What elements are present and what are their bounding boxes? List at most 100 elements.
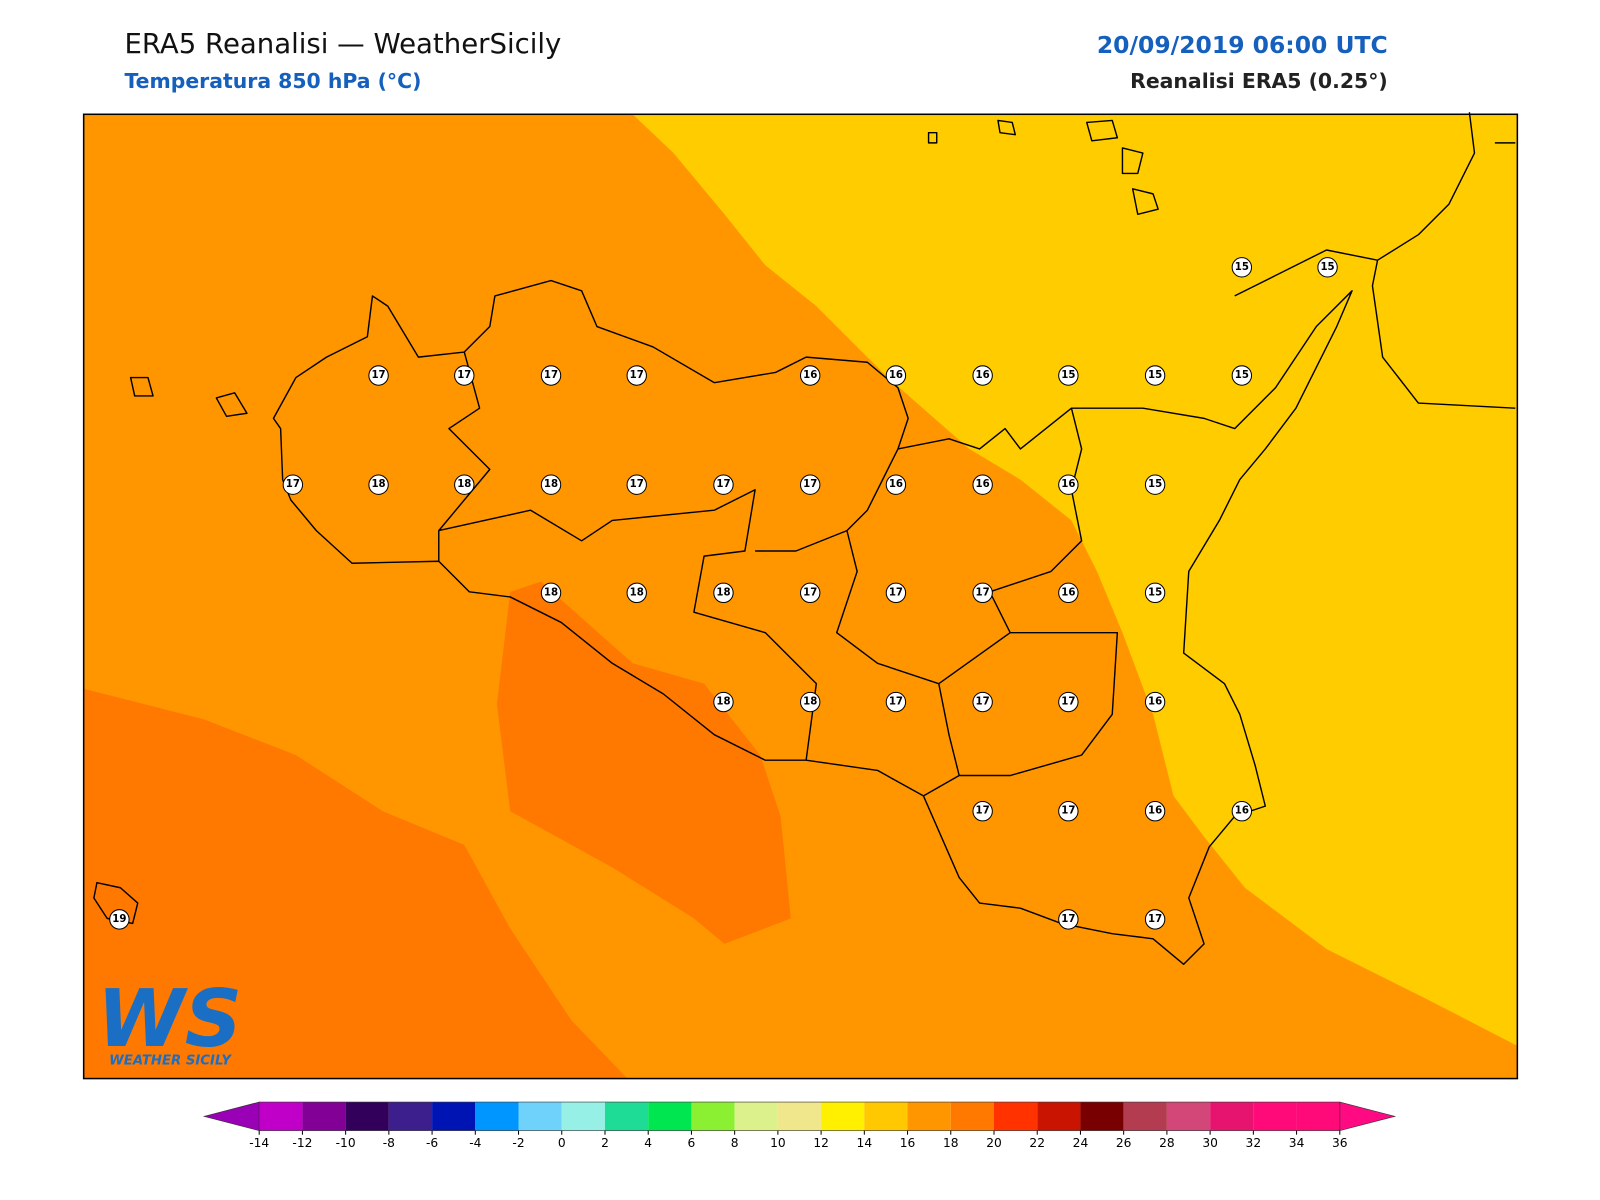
- station-marker: [1144, 365, 1166, 386]
- station: 15: [1144, 365, 1166, 386]
- station-value: 16: [803, 370, 817, 381]
- colorbar-tick-label: 32: [1246, 1136, 1262, 1150]
- station-marker: [1231, 365, 1253, 386]
- colorbar-swatch: [259, 1102, 303, 1131]
- station: 18: [454, 474, 475, 495]
- colorbar-swatch: [604, 1102, 649, 1131]
- logo: WS WEATHER SICILY: [97, 972, 242, 1068]
- station-value: 16: [976, 479, 990, 490]
- calabria-coast: [1234, 112, 1516, 409]
- station-marker: [800, 691, 821, 713]
- station-marker: [972, 365, 993, 386]
- title: ERA5 Reanalisi — WeatherSicily: [124, 28, 561, 60]
- station: 17: [1058, 801, 1079, 822]
- station-marker: [800, 474, 821, 495]
- station: 17: [626, 365, 647, 386]
- station-value: 17: [803, 479, 817, 490]
- colorbar-swatch: [561, 1102, 605, 1131]
- colorbar-tick-label: 24: [1073, 1136, 1089, 1150]
- station-marker: [1058, 582, 1079, 604]
- field-18-20: [496, 581, 791, 944]
- station-value: 19: [112, 914, 126, 925]
- station: 17: [800, 474, 821, 495]
- colorbar-tick-label: 8: [731, 1136, 739, 1150]
- colorbar-tick-label: 18: [943, 1136, 959, 1150]
- colorbar-swatch: [1296, 1102, 1340, 1131]
- colorbar-tick-label: 14: [857, 1136, 873, 1150]
- station-value: 17: [889, 587, 903, 598]
- station: 17: [800, 582, 821, 604]
- colorbar-under: [202, 1101, 260, 1132]
- colorbar-tick-label: 20: [986, 1136, 1002, 1150]
- station-marker: [540, 365, 562, 386]
- station-marker: [1231, 801, 1253, 822]
- station-value: 18: [544, 587, 558, 598]
- station: 17: [454, 365, 475, 386]
- station-marker: [972, 474, 993, 495]
- station: 18: [713, 691, 734, 713]
- station-value: 17: [1061, 697, 1075, 708]
- station-value: 17: [630, 370, 644, 381]
- station-marker: [1144, 909, 1166, 930]
- station-value: 17: [1148, 914, 1162, 925]
- station: 17: [972, 691, 993, 713]
- station: 18: [368, 474, 389, 495]
- station: 17: [626, 474, 647, 495]
- station-marker: [1058, 474, 1079, 495]
- station-value: 18: [630, 587, 644, 598]
- station-marker: [713, 582, 734, 604]
- station-marker: [1144, 691, 1166, 713]
- colorbar-swatch: [302, 1102, 346, 1131]
- colorbar-tick-label: -10: [336, 1136, 356, 1150]
- colorbar-swatch: [1123, 1102, 1167, 1131]
- station: 16: [1231, 801, 1253, 822]
- map: 15 15 17 17 17 17 16 16 16 15 15 15 17 18 18 18 17 17 17 16…: [82, 112, 1519, 1080]
- station: 17: [885, 582, 907, 604]
- colorbar-swatch: [907, 1102, 951, 1131]
- station-value: 18: [371, 479, 385, 490]
- station-value: 17: [803, 587, 817, 598]
- coastline: [272, 279, 1353, 965]
- station-value: 16: [1061, 587, 1075, 598]
- station: 17: [540, 365, 562, 386]
- station: 19: [109, 909, 130, 930]
- station: 17: [885, 691, 907, 713]
- station: 17: [972, 582, 993, 604]
- colorbar-swatch: [777, 1102, 822, 1131]
- station: 17: [713, 474, 734, 495]
- station-marker: [1144, 582, 1166, 604]
- colorbar-swatch: [388, 1102, 433, 1131]
- station-marker: [713, 474, 734, 495]
- station-value: 15: [1148, 479, 1162, 490]
- station: 16: [972, 365, 993, 386]
- station-value: 17: [889, 697, 903, 708]
- colorbar-tick-label: 26: [1116, 1136, 1132, 1150]
- station: 17: [368, 365, 389, 386]
- colorbar-swatch: [950, 1102, 994, 1131]
- station-value: 17: [286, 479, 300, 490]
- station-marker: [885, 582, 907, 604]
- station: 16: [885, 474, 907, 495]
- station-marker: [454, 365, 475, 386]
- station: 15: [1144, 582, 1166, 604]
- station-value: 16: [1235, 806, 1249, 817]
- station-marker: [1058, 365, 1079, 386]
- station-marker: [800, 365, 821, 386]
- station: 18: [626, 582, 647, 604]
- map-frame: [82, 113, 1519, 1080]
- station-marker: [972, 801, 993, 822]
- field-18-20: [83, 688, 628, 1079]
- colorbar: -14 -12 -10 -8 -6 -4 -2 0 2 4 6 8 10 12 14 16 18 20 22 24 26…: [202, 1101, 1397, 1150]
- colorbar-swatch: [1166, 1102, 1211, 1131]
- station: 15: [1144, 474, 1166, 495]
- colorbar-swatch: [518, 1102, 562, 1131]
- station: 16: [1058, 582, 1079, 604]
- colorbar-tick-label: 2: [601, 1136, 609, 1150]
- station-value: 17: [544, 370, 558, 381]
- station-marker: [540, 474, 562, 495]
- station-value: 17: [976, 806, 990, 817]
- station: 16: [800, 365, 821, 386]
- station-marker: [109, 909, 130, 930]
- colorbar-tick-label: 16: [900, 1136, 916, 1150]
- station-value: 15: [1235, 262, 1249, 273]
